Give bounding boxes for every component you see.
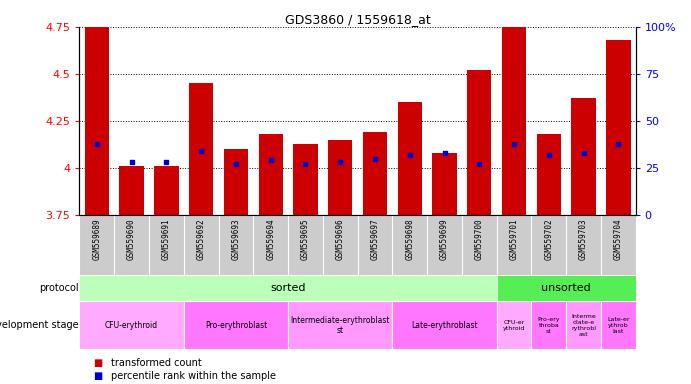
Bar [537,134,561,215]
Text: CFU-erythroid: CFU-erythroid [105,321,158,330]
Text: development stage: development stage [0,320,79,331]
Point [404,152,415,158]
Bar [497,301,531,349]
Point [230,161,241,167]
Point [91,141,102,147]
Point [613,141,624,147]
Bar [497,275,636,301]
Point [126,159,137,166]
Text: GSM559701: GSM559701 [509,218,518,260]
Text: Intermediate-erythroblast
st: Intermediate-erythroblast st [290,316,390,335]
Bar [328,140,352,215]
Bar [502,27,527,215]
Bar [566,301,601,349]
Bar [79,275,497,301]
Bar [79,301,184,349]
Text: GSM559698: GSM559698 [405,218,414,260]
Text: GSM559704: GSM559704 [614,218,623,260]
Text: ■: ■ [93,371,102,381]
Text: ■: ■ [93,358,102,368]
Bar [363,132,387,215]
Bar [293,144,318,215]
Text: Late-erythroblast: Late-erythroblast [411,321,477,330]
Text: GSM559695: GSM559695 [301,218,310,260]
Text: Interme
diate-e
rythrobl
ast: Interme diate-e rythrobl ast [571,314,596,337]
Point [509,141,520,147]
Bar [120,166,144,215]
Text: protocol: protocol [39,283,79,293]
Text: CFU-er
ythroid: CFU-er ythroid [503,320,525,331]
Text: GSM559692: GSM559692 [197,218,206,260]
Bar [601,301,636,349]
Point [439,150,450,156]
Text: Pro-ery
throba
st: Pro-ery throba st [538,317,560,334]
Point [474,161,485,167]
Text: GSM559702: GSM559702 [545,218,553,260]
Point [265,157,276,164]
Text: GSM559697: GSM559697 [370,218,379,260]
Bar [531,301,566,349]
Text: GSM559700: GSM559700 [475,218,484,260]
Point [196,148,207,154]
Bar [571,98,596,215]
Bar [85,27,109,215]
Text: GSM559689: GSM559689 [93,218,102,260]
Point [543,152,554,158]
Text: transformed count: transformed count [111,358,201,368]
Bar [392,301,497,349]
Bar [467,70,491,215]
Text: Late-er
ythrob
last: Late-er ythrob last [607,317,630,334]
Text: GSM559696: GSM559696 [336,218,345,260]
Bar [189,83,214,215]
Point [334,159,346,166]
Bar [397,102,422,215]
Bar [184,301,288,349]
Text: percentile rank within the sample: percentile rank within the sample [111,371,276,381]
Point [578,150,589,156]
Bar [224,149,248,215]
Title: GDS3860 / 1559618_at: GDS3860 / 1559618_at [285,13,430,26]
Text: sorted: sorted [270,283,306,293]
Text: unsorted: unsorted [541,283,591,293]
Point [300,161,311,167]
Text: Pro-erythroblast: Pro-erythroblast [205,321,267,330]
Text: GSM559691: GSM559691 [162,218,171,260]
Bar [606,40,630,215]
Text: GSM559699: GSM559699 [440,218,449,260]
Point [370,156,381,162]
Text: GSM559693: GSM559693 [231,218,240,260]
Bar [288,301,392,349]
Text: GSM559690: GSM559690 [127,218,136,260]
Bar [258,134,283,215]
Bar [433,153,457,215]
Text: GSM559703: GSM559703 [579,218,588,260]
Bar [154,166,178,215]
Point [161,159,172,166]
Text: GSM559694: GSM559694 [266,218,275,260]
